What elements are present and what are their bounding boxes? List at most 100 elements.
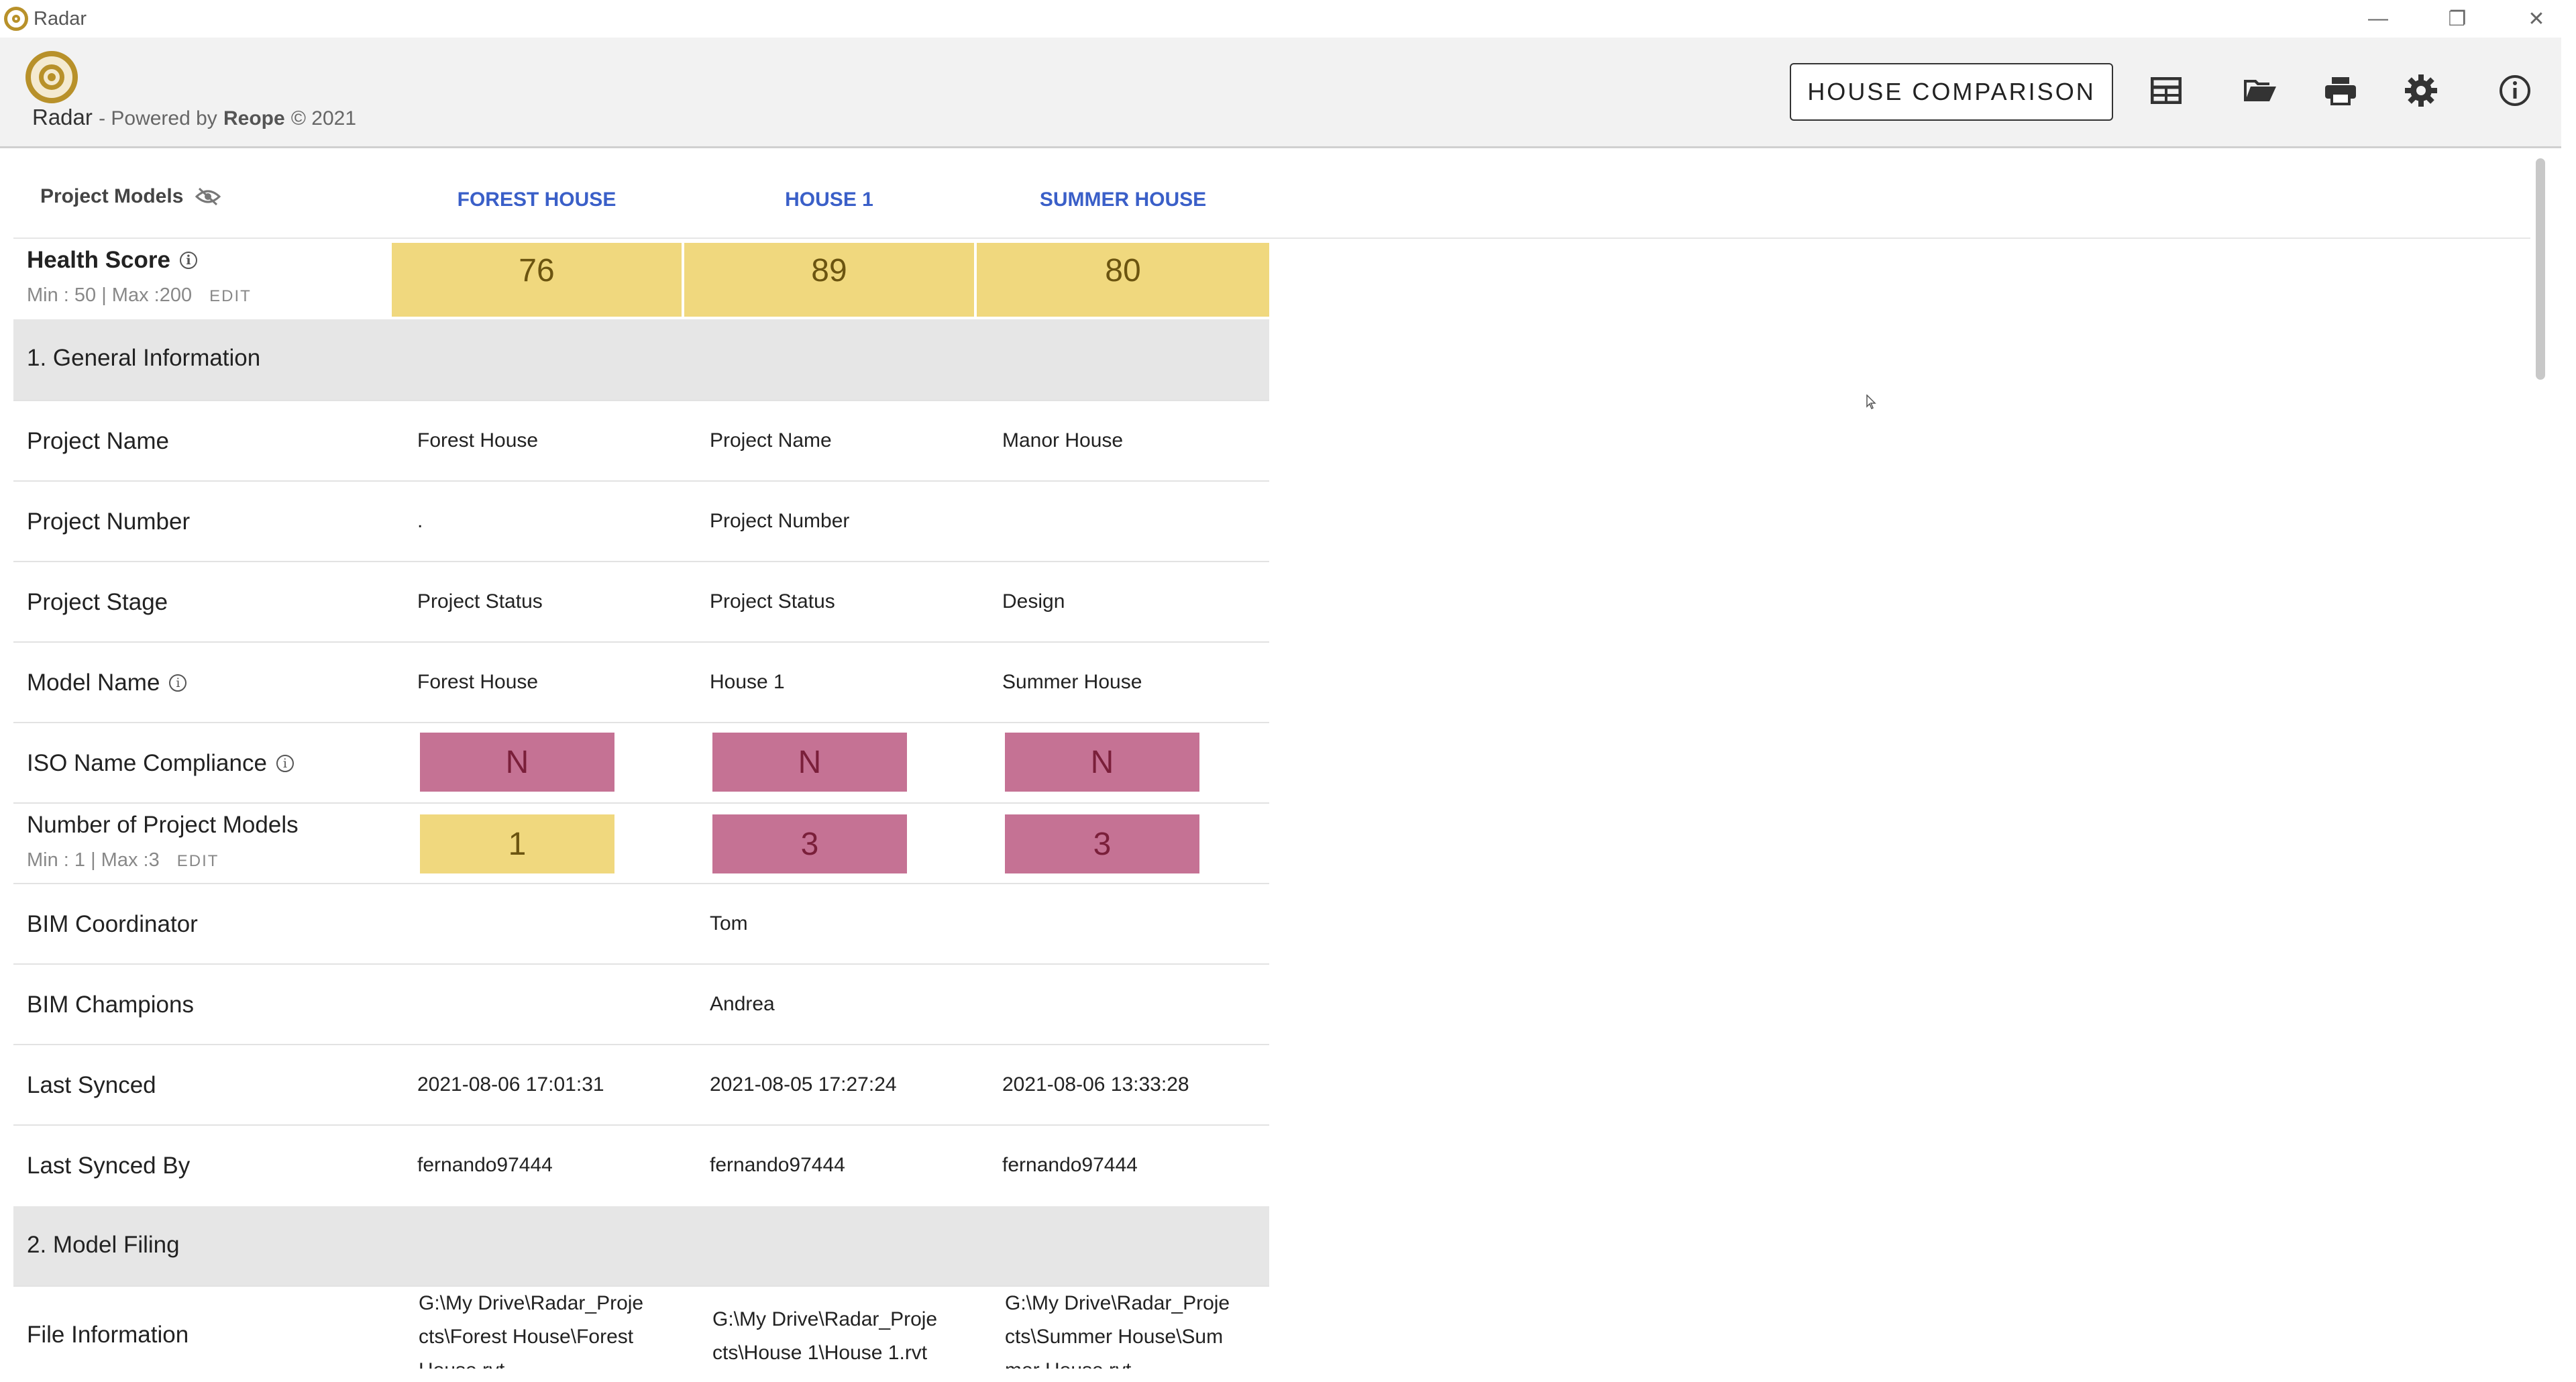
iso-badge-summer-house: N xyxy=(1005,733,1199,792)
section-general-information[interactable]: 1. General Information xyxy=(13,319,1269,401)
cell-summer-house: G:\My Drive\Radar_Proje cts\Summer House… xyxy=(1005,1292,1230,1369)
section-model-filing[interactable]: 2. Model Filing xyxy=(13,1206,1269,1287)
cell-house-1: fernando97444 xyxy=(710,1154,845,1176)
health-score-summer-house: 80 xyxy=(977,243,1269,317)
table-row-bim-champions: BIM Champions Andrea xyxy=(13,965,1269,1045)
cell-summer-house: Summer House xyxy=(1002,671,1142,693)
row-label-wrap: Model Name i xyxy=(27,670,187,696)
cell-forest-house: . xyxy=(417,510,423,532)
window-title: Radar xyxy=(34,7,87,30)
table-row-last-synced-by: Last Synced By fernando97444 fernando974… xyxy=(13,1126,1269,1206)
cell-forest-house: 2021-08-06 17:01:31 xyxy=(417,1073,604,1096)
row-label: Project Stage xyxy=(27,589,168,615)
health-score-house-1: 89 xyxy=(684,243,974,317)
row-label: File Information xyxy=(27,1322,189,1348)
table-row-project-number: Project Number . Project Number xyxy=(13,482,1269,562)
cell-house-1: Tom xyxy=(710,912,748,935)
cell-forest-house: G:\My Drive\Radar_Proje cts\Forest House… xyxy=(419,1292,644,1369)
project-models-toggle[interactable]: Project Models xyxy=(40,185,221,208)
row-label: Last Synced xyxy=(27,1072,156,1098)
mouse-cursor-icon xyxy=(1866,394,1877,413)
window-titlebar: Radar — ❐ ✕ xyxy=(0,0,2576,38)
cell-forest-house: Forest House xyxy=(417,671,539,693)
eye-off-icon[interactable] xyxy=(195,187,221,206)
restore-button[interactable]: ❐ xyxy=(2448,7,2467,30)
section-title: 1. General Information xyxy=(27,345,261,371)
health-score-label-wrap: Health Score i xyxy=(27,247,197,274)
row-label: ISO Name Compliance xyxy=(27,750,267,776)
num-models-range-text: Min : 1 | Max :3 xyxy=(27,849,160,871)
iso-badge-forest-house: N xyxy=(420,733,614,792)
iso-compliance-info-icon[interactable]: i xyxy=(276,755,294,772)
table-row-file-information: File Information G:\My Drive\Radar_Proje… xyxy=(13,1287,1269,1369)
cell-house-1: Andrea xyxy=(710,993,775,1015)
cell-summer-house: fernando97444 xyxy=(1002,1154,1138,1176)
brand-line: Radar - Powered by Reope © 2021 xyxy=(32,105,356,130)
cell-summer-house: Design xyxy=(1002,590,1065,613)
table-row-bim-coordinator: BIM Coordinator Tom xyxy=(13,884,1269,965)
app-header: Radar - Powered by Reope © 2021 HOUSE CO… xyxy=(0,38,2561,148)
copyright: © 2021 xyxy=(290,107,357,129)
table-row-model-name: Model Name i Forest House House 1 Summer… xyxy=(13,643,1269,723)
cell-house-1: Project Number xyxy=(710,510,850,532)
table-row-last-synced: Last Synced 2021-08-06 17:01:31 2021-08-… xyxy=(13,1045,1269,1126)
cell-forest-house: fernando97444 xyxy=(417,1154,553,1176)
health-score-edit-link[interactable]: EDIT xyxy=(209,287,252,305)
row-label: BIM Coordinator xyxy=(27,911,198,937)
row-label: Number of Project Models xyxy=(27,812,299,838)
num-models-range: Min : 1 | Max :3 EDIT xyxy=(27,849,219,871)
row-label: Last Synced By xyxy=(27,1153,191,1179)
house-comparison-button[interactable]: HOUSE COMPARISON xyxy=(1790,63,2113,121)
column-forest-house[interactable]: FOREST HOUSE xyxy=(457,189,616,211)
cell-summer-house: Manor House xyxy=(1002,429,1124,451)
settings-icon[interactable] xyxy=(2398,67,2445,114)
powered-prefix: - Powered by xyxy=(99,107,217,129)
cell-summer-house: 2021-08-06 13:33:28 xyxy=(1002,1073,1189,1096)
row-label: Project Number xyxy=(27,509,191,535)
health-score-info-icon[interactable]: i xyxy=(179,252,197,269)
column-house-1[interactable]: HOUSE 1 xyxy=(785,189,873,211)
cell-forest-house: Project Status xyxy=(417,590,543,613)
header-divider xyxy=(13,237,2530,239)
health-score-range: Min : 50 | Max :200 EDIT xyxy=(27,284,252,307)
health-score-label: Health Score xyxy=(27,247,170,273)
cell-house-1: House 1 xyxy=(710,671,785,693)
info-icon[interactable] xyxy=(2491,67,2538,114)
health-score-row: Health Score i Min : 50 | Max :200 EDIT xyxy=(13,239,1269,318)
cell-house-1: Project Status xyxy=(710,590,835,613)
row-label: Model Name xyxy=(27,670,160,696)
window-controls: — ❐ ✕ xyxy=(2339,0,2576,38)
row-label: BIM Champions xyxy=(27,992,194,1018)
row-label-wrap: ISO Name Compliance i xyxy=(27,750,294,777)
num-models-badge-house-1: 3 xyxy=(712,814,907,873)
row-label: Project Name xyxy=(27,428,170,454)
print-icon[interactable] xyxy=(2317,67,2364,114)
table-row-project-stage: Project Stage Project Status Project Sta… xyxy=(13,562,1269,643)
minimize-button[interactable]: — xyxy=(2368,7,2388,30)
iso-badge-house-1: N xyxy=(712,733,907,792)
table-row-number-of-project-models: Number of Project Models Min : 1 | Max :… xyxy=(13,804,1269,884)
num-models-badge-summer-house: 3 xyxy=(1005,814,1199,873)
cell-house-1: Project Name xyxy=(710,429,832,451)
num-models-edit-link[interactable]: EDIT xyxy=(176,852,219,870)
num-models-badge-forest-house: 1 xyxy=(420,814,614,873)
table-row-iso-name-compliance: ISO Name Compliance i N N N xyxy=(13,723,1269,804)
cell-forest-house: Forest House xyxy=(417,429,539,451)
column-summer-house[interactable]: SUMMER HOUSE xyxy=(1039,189,1207,211)
radar-logo-icon xyxy=(25,51,78,103)
section-title: 2. Model Filing xyxy=(27,1232,180,1258)
project-models-label: Project Models xyxy=(40,185,184,207)
radar-app-icon xyxy=(4,7,28,31)
cell-house-1: 2021-08-05 17:27:24 xyxy=(710,1073,897,1096)
close-button[interactable]: ✕ xyxy=(2528,7,2545,30)
scrollbar-thumb[interactable] xyxy=(2536,158,2545,380)
model-name-info-icon[interactable]: i xyxy=(169,674,187,692)
health-score-range-text: Min : 50 | Max :200 xyxy=(27,284,193,306)
powered-company: Reope xyxy=(223,107,285,129)
cell-house-1: G:\My Drive\Radar_Proje cts\House 1\Hous… xyxy=(712,1308,938,1364)
table-row-project-name: Project Name Forest House Project Name M… xyxy=(13,401,1269,482)
app-name: Radar xyxy=(32,105,93,129)
table-icon[interactable] xyxy=(2143,67,2190,114)
folder-open-icon[interactable] xyxy=(2237,67,2284,114)
health-score-forest-house: 76 xyxy=(392,243,682,317)
